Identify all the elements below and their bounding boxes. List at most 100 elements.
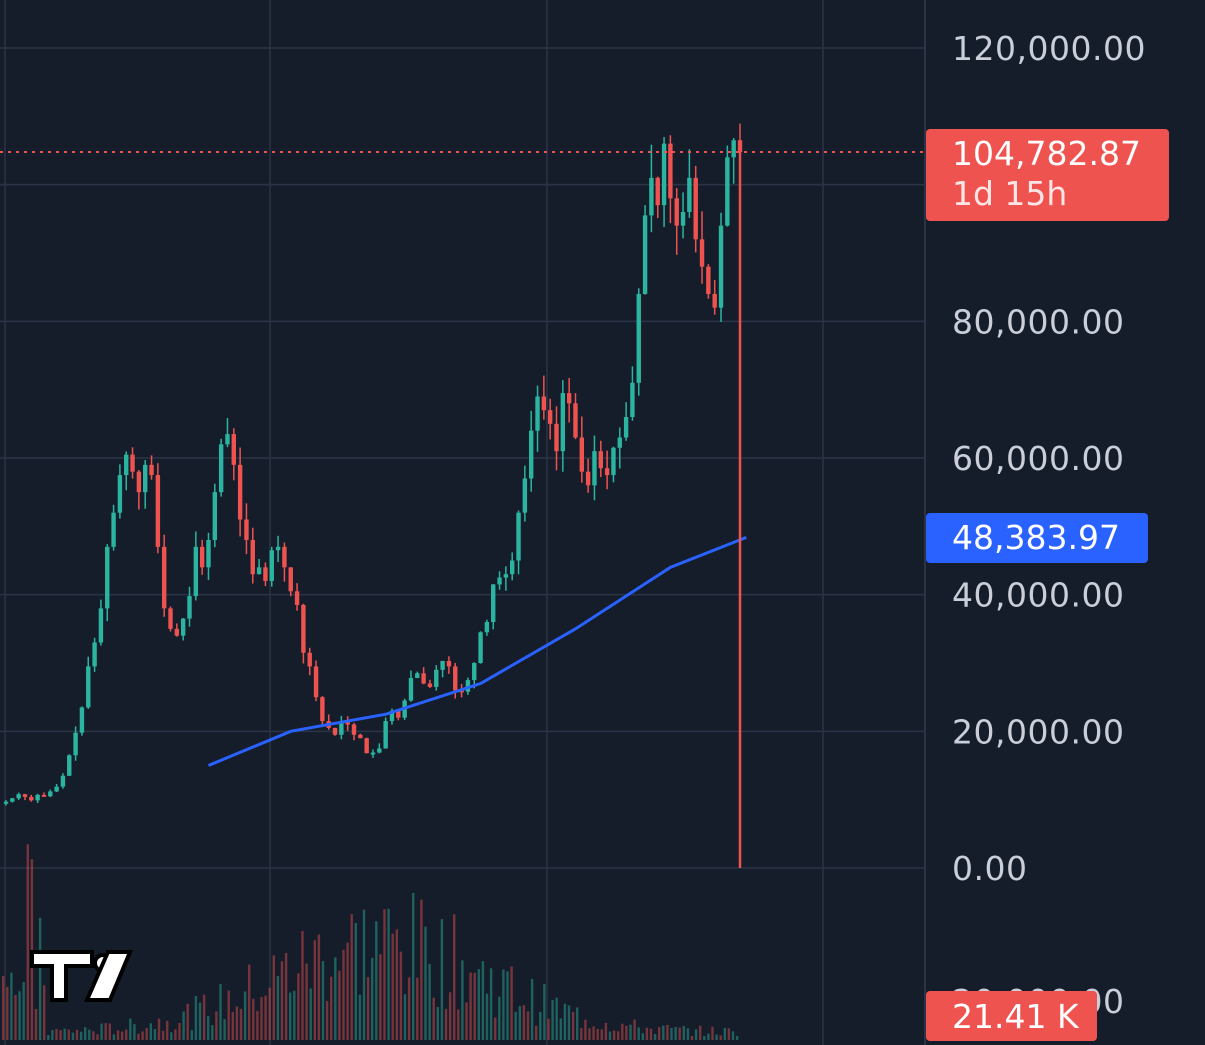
candle-body [592,451,597,486]
volume-bar [567,1005,571,1040]
volume-bar [108,1023,111,1040]
volume-bar [38,917,42,1040]
volume-bar [75,1029,79,1040]
volume-bar [202,994,206,1040]
volume-bar [653,1034,657,1040]
volume-bar [727,1028,731,1040]
tradingview-logo[interactable] [30,950,133,1002]
volume-bar [248,964,251,1040]
volume-bar [383,909,386,1040]
volume-bar [678,1027,681,1040]
moving-average-value: 48,383.97 [952,518,1120,557]
volume-bar [223,1019,226,1040]
volume-bar [571,1011,575,1040]
volume-bar [707,1033,710,1040]
volume-bar [260,997,263,1040]
volume-bar [289,992,292,1040]
candle-body [415,673,420,679]
candle-body [655,177,660,206]
volume-bar [30,859,34,1040]
candle-body [117,475,123,513]
volume-bar [547,1018,550,1040]
volume-bar [141,1031,144,1040]
volume-bar [371,957,374,1040]
candle-body [60,775,66,787]
candlesticks [3,123,743,806]
candle-body [294,591,300,605]
candle-body [611,447,616,476]
candle-body [396,710,401,718]
candle-body [193,546,199,597]
volume-bar [293,990,296,1040]
volume-bar [211,1025,214,1040]
candle-body [54,786,59,792]
volume-bar [194,996,198,1040]
candle-body [408,678,414,701]
volume-bar [420,899,423,1040]
candle-body [566,393,572,404]
volume-bar [350,914,353,1040]
candle-body [161,546,167,609]
candle-body [187,596,192,619]
candle-body [29,796,34,801]
candle-body [218,444,224,493]
y-tick-label: 0.00 [952,849,1027,888]
candle-body [313,666,319,698]
volume-bar [735,1035,739,1040]
volume-bar [551,1000,554,1040]
volume-bar [301,930,304,1040]
volume-bar [477,969,480,1040]
candle-body [604,468,610,476]
candle-body [35,794,40,801]
volume-bar [219,983,222,1040]
volume-bar [682,1026,685,1040]
volume-bar [649,1028,653,1040]
candle-body [130,454,135,472]
volume-bar [34,1008,38,1040]
candle-body [3,801,9,804]
candle-body [332,727,338,735]
volume-bar [235,1006,239,1040]
candle-body [136,471,142,493]
candle-body [585,471,591,486]
volume-bar [588,1028,591,1040]
candle-body [440,660,445,670]
volume-bar [362,909,366,1040]
candle-body [168,608,173,629]
candle-body [263,567,268,581]
volume-bar [14,995,17,1040]
volume-bar [309,988,312,1040]
candle-body [41,794,47,797]
volume-bar [358,994,362,1040]
volume-bar [67,1029,70,1040]
volume-bar [79,1031,83,1040]
price-axis[interactable]: 0.00 20,000.00 40,000.00 60,000.00 80,000.00… [952,29,1146,888]
volume-bar [272,955,275,1040]
volume-bar [84,1027,87,1040]
volume-bar [297,973,300,1040]
volume-bar [485,993,489,1040]
volume-bar [686,1028,690,1040]
volume-bar [55,1028,58,1040]
candle-body [598,451,603,469]
moving-average-badge: 48,383.97 [926,513,1148,563]
volume-bar [59,1030,62,1040]
volume-bar [699,1025,702,1040]
candle-body [10,798,15,802]
candle-body [212,492,218,540]
volume-bar [612,1030,616,1040]
volume-bar [2,975,5,1040]
candle-body [649,177,654,216]
volume-bar [157,1018,161,1040]
candle-body [725,157,730,226]
volume-bar [186,1003,189,1040]
candle-body [86,666,91,708]
candle-body [358,734,363,739]
volume-bar [51,1029,54,1040]
volume-bar [161,1030,165,1040]
volume-bar [137,1033,140,1040]
volume-bar [621,1023,624,1040]
candle-body [48,791,53,797]
